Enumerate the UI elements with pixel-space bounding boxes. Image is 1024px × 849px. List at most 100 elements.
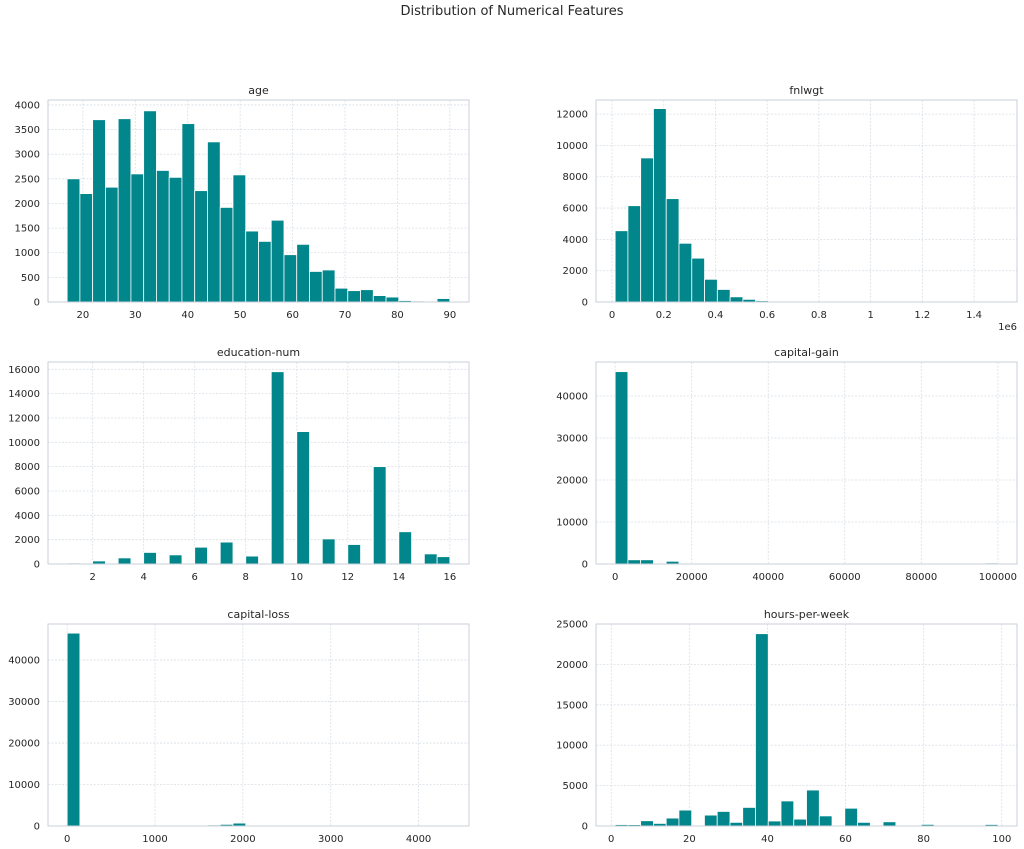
- histogram-bar: [219, 541, 234, 565]
- histogram-bar: [321, 269, 336, 303]
- histogram-bar: [729, 296, 744, 303]
- y-tick-label: 30000: [556, 434, 588, 445]
- y-tick-label: 0: [34, 822, 40, 833]
- x-tick-label: 0: [612, 572, 618, 583]
- histogram-bar: [194, 546, 208, 565]
- y-tick-label: 0: [34, 560, 40, 571]
- y-tick-label: 10000: [556, 518, 588, 529]
- x-tick-label: 0: [609, 310, 615, 321]
- histogram-bar: [207, 141, 221, 303]
- y-tick-label: 2000: [563, 266, 588, 277]
- x-tick-label: 0.4: [708, 310, 724, 321]
- histogram-bar: [665, 817, 680, 827]
- y-tick-label: 2500: [15, 174, 40, 185]
- histogram-bar: [360, 289, 374, 303]
- histogram-bar: [691, 257, 705, 303]
- histogram-bar: [258, 240, 272, 303]
- x-tick-label: 3000: [318, 834, 343, 845]
- x-tick-label: 14: [392, 572, 405, 583]
- histogram-bar: [818, 815, 833, 827]
- axes-frame: [595, 99, 1018, 303]
- x-tick-label: 1000: [142, 834, 167, 845]
- histogram-bar: [194, 190, 208, 303]
- histogram-bar: [143, 110, 157, 303]
- histogram-bar: [627, 559, 642, 565]
- x-tick-label: 40: [181, 310, 194, 321]
- x-tick-label: 4: [140, 572, 146, 583]
- y-tick-label: 1500: [15, 224, 40, 235]
- histogram-bar: [704, 814, 718, 827]
- histogram-bar: [423, 553, 438, 565]
- x-tick-label: 6: [192, 572, 198, 583]
- x-tick-label: 60: [839, 834, 852, 845]
- x-tick-label: 4000: [406, 834, 431, 845]
- y-tick-label: 0: [582, 298, 588, 309]
- axes-frame: [47, 623, 470, 827]
- y-tick-label: 20000: [8, 739, 40, 750]
- histogram-bar: [704, 278, 718, 303]
- subplot-title: education-num: [217, 346, 300, 359]
- y-tick-label: 15000: [556, 700, 588, 711]
- histogram-bar: [66, 632, 81, 827]
- x-tick-label: 0.6: [759, 310, 775, 321]
- histogram-bar: [245, 555, 259, 565]
- x-tick-label: 2: [89, 572, 95, 583]
- y-tick-label: 6000: [15, 486, 40, 497]
- subplot-title: age: [248, 84, 269, 97]
- y-tick-label: 30000: [8, 697, 40, 708]
- x-tick-label: 0.8: [811, 310, 827, 321]
- y-tick-label: 10000: [8, 780, 40, 791]
- y-tick-label: 4000: [563, 235, 588, 246]
- histogram-bar: [79, 193, 94, 303]
- y-tick-label: 25000: [556, 620, 588, 631]
- histogram-bar: [614, 371, 629, 565]
- histogram-bar: [66, 178, 81, 303]
- y-tick-label: 40000: [556, 392, 588, 403]
- x-tick-label: 8: [243, 572, 249, 583]
- x-tick-label: 0: [608, 834, 614, 845]
- histogram-bar: [729, 821, 744, 827]
- y-tick-label: 8000: [563, 172, 588, 183]
- y-tick-label: 6000: [563, 204, 588, 215]
- histogram-bar: [398, 531, 412, 565]
- histogram-bar: [793, 818, 807, 827]
- x-tick-label: 50: [234, 310, 247, 321]
- x-tick-label: 100: [992, 834, 1011, 845]
- x-tick-label: 60: [286, 310, 299, 321]
- histogram-bar: [296, 243, 310, 303]
- x-tick-label: 80000: [905, 572, 937, 583]
- x-tick-label: 100000: [979, 572, 1017, 583]
- x-tick-label: 80: [917, 834, 930, 845]
- x-tick-label: 30: [129, 310, 142, 321]
- histogram-bar: [130, 173, 145, 303]
- histogram-bar: [143, 552, 157, 565]
- x-tick-label: 40: [761, 834, 774, 845]
- subplot-capital-gain: capital-gain 0 20000 40000 60000 80000 100000 0…: [556, 346, 1018, 583]
- histogram-bar: [219, 207, 234, 303]
- histogram-bar: [716, 289, 731, 303]
- histogram-bar: [385, 296, 400, 303]
- x-tick-label: 12: [341, 572, 354, 583]
- histogram-bar: [156, 170, 170, 303]
- figure-title: Distribution of Numerical Features: [400, 4, 624, 19]
- histogram-bar: [614, 230, 629, 303]
- y-tick-label: 12000: [8, 413, 40, 424]
- x-tick-label: 20: [76, 310, 89, 321]
- x-tick-label: 40000: [752, 572, 784, 583]
- histogram-bar: [334, 287, 349, 303]
- x-tick-label: 60000: [829, 572, 861, 583]
- y-tick-label: 2000: [15, 535, 40, 546]
- histogram-bar: [372, 295, 387, 303]
- x-tick-label: 0.2: [656, 310, 672, 321]
- y-tick-label: 10000: [556, 741, 588, 752]
- x-tick-label: 0: [64, 834, 70, 845]
- subplot-title: hours-per-week: [764, 608, 850, 621]
- histogram-bar: [806, 789, 820, 827]
- histogram-bar: [755, 633, 769, 827]
- y-tick-label: 4000: [15, 100, 40, 111]
- histogram-bar: [168, 176, 183, 303]
- subplot-title: capital-gain: [774, 346, 839, 359]
- y-tick-label: 2000: [15, 199, 40, 210]
